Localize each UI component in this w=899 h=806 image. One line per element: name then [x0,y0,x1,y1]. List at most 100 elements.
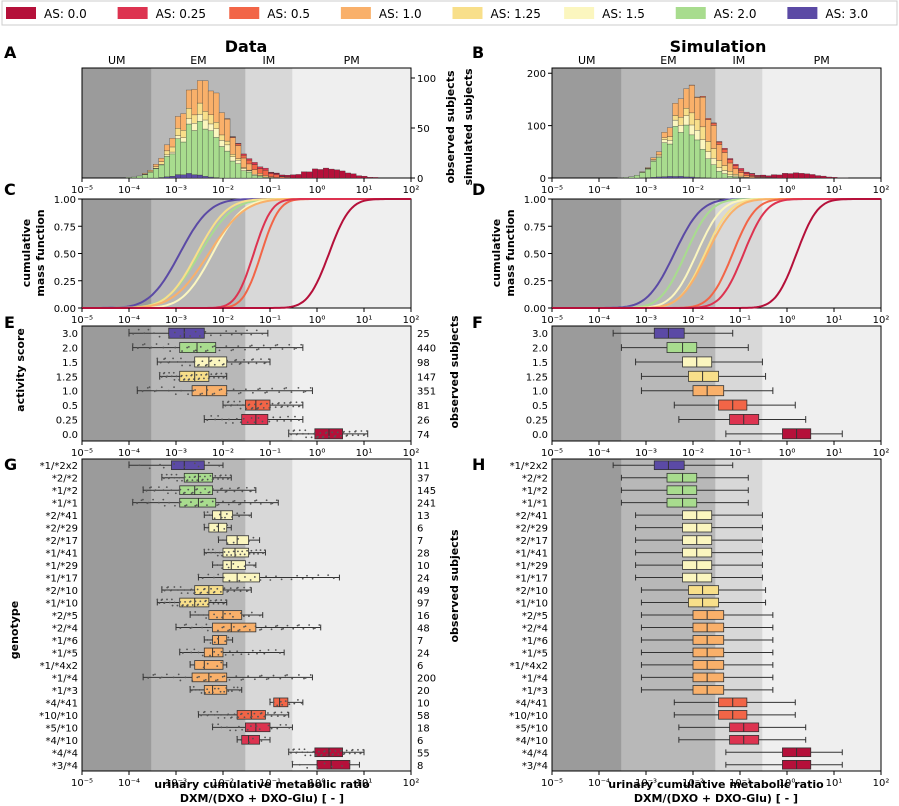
data-point [342,753,345,756]
row-label: *1/*5 [522,648,548,659]
data-point [204,692,206,694]
data-point [202,711,205,714]
phenotype-label-um: UM [108,54,126,67]
data-point [131,343,134,345]
hist-bar [645,167,651,169]
data-point [181,350,183,352]
box [208,522,228,533]
data-point [187,488,190,491]
x-tick-label: 10⁻¹ [259,315,281,326]
data-point [169,350,172,352]
data-point [148,386,151,389]
data-point [255,499,258,502]
data-point [194,389,196,391]
data-point [211,393,214,396]
data-point [222,587,225,590]
data-point [267,677,270,680]
data-point [287,748,290,751]
y-tick-label: 0 [417,174,423,185]
data-point [223,551,226,553]
data-point [221,567,223,570]
data-point [210,415,213,417]
data-point [206,688,209,691]
data-point [148,347,151,350]
y-tick-label: 0.25 [524,277,546,288]
data-point [262,406,265,409]
data-point [242,615,245,618]
y-tick-label: 1.00 [54,195,76,206]
data-point [253,486,256,489]
data-point [213,576,215,579]
data-point [268,420,271,423]
phenotype-region-pm [292,459,411,771]
row-label: *4/*10 [46,736,78,747]
x-tick-label: 10⁰ [309,778,326,789]
data-point [284,700,287,703]
hist-bar [323,167,329,179]
row-label: *3/*4 [52,761,78,772]
data-point [238,400,241,403]
data-point [179,501,182,503]
data-point [220,388,223,391]
row-label: *1/*41 [46,549,78,560]
hist-bar [831,177,838,179]
data-point [239,503,242,505]
hist-bar [284,174,291,178]
x-tick-label: 10⁻⁵ [541,448,563,459]
data-point [239,407,242,410]
phenotype-region-um [82,326,152,441]
data-point [243,499,246,502]
legend-label: AS: 1.0 [379,7,422,21]
data-point [328,435,330,438]
data-point [260,740,263,742]
data-point [201,360,204,363]
hist-bar [175,135,181,139]
data-point [196,604,199,606]
data-point [206,526,209,529]
data-point [287,429,290,432]
data-point [233,499,236,502]
y-tick-label: 0.00 [54,304,76,315]
data-point [224,474,227,477]
data-point [179,586,182,588]
data-point [174,346,177,349]
data-point [166,586,169,589]
data-point [293,702,296,705]
data-point [270,628,273,631]
data-point [257,388,260,391]
row-count: 8 [417,761,423,772]
x-tick-label: 10⁻⁴ [588,778,610,789]
data-point [280,406,283,409]
data-point [226,713,229,716]
data-point [304,677,307,679]
data-point [348,761,351,764]
box [692,635,725,645]
hist-bar [727,171,734,176]
data-point [254,403,256,406]
data-point [261,332,264,335]
data-point [225,687,228,689]
data-point [206,419,209,422]
data-point [159,463,161,466]
hist-bar [218,146,225,179]
hist-bar [273,174,280,178]
data-point [255,549,258,552]
hist-bar [235,160,242,164]
data-point [136,386,139,389]
row-label: *1/*3 [522,686,548,697]
data-point [222,602,225,605]
data-point [359,752,362,755]
data-point [250,417,253,419]
row-label: *2/*5 [522,611,548,622]
box [168,327,205,339]
row-count: 440 [417,344,436,355]
data-point [234,359,236,362]
hist-bar [301,171,307,179]
data-point [190,651,193,654]
data-point [158,602,161,605]
data-point [246,421,249,424]
data-point [217,653,220,656]
data-point [357,748,359,751]
data-point [248,552,251,555]
data-point [231,690,233,693]
